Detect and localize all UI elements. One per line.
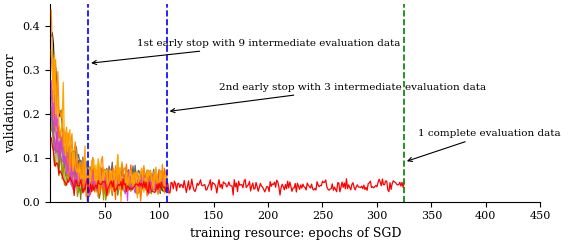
X-axis label: training resource: epochs of SGD: training resource: epochs of SGD — [190, 227, 401, 240]
Y-axis label: validation error: validation error — [4, 53, 17, 153]
Text: 1st early stop with 9 intermediate evaluation data: 1st early stop with 9 intermediate evalu… — [92, 39, 401, 65]
Text: 1 complete evaluation data: 1 complete evaluation data — [408, 129, 561, 162]
Text: 2nd early stop with 3 intermediate evaluation data: 2nd early stop with 3 intermediate evalu… — [170, 83, 486, 113]
